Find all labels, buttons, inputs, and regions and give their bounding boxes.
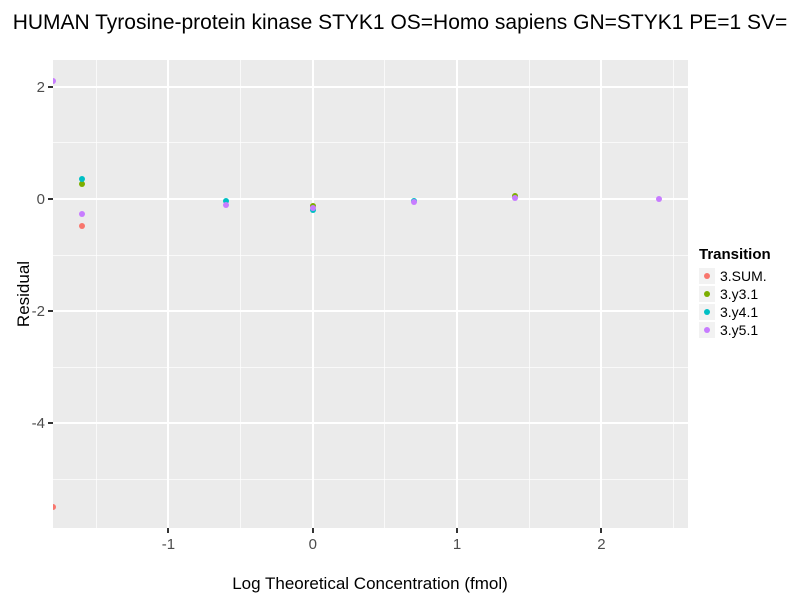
y-axis-title: Residual xyxy=(14,260,33,328)
legend-key xyxy=(699,304,715,320)
y-tick-label: -4 xyxy=(31,415,45,433)
grid-major-vline xyxy=(456,60,459,528)
grid-major-vline xyxy=(311,60,314,528)
x-tick-mark xyxy=(600,528,603,533)
legend-key xyxy=(699,322,715,338)
y-tick-label: -2 xyxy=(31,303,45,321)
data-point xyxy=(53,78,56,85)
x-tick-label: 2 xyxy=(597,536,606,553)
data-point xyxy=(511,194,518,201)
y-tick-label: 0 xyxy=(36,190,45,208)
grid-major-hline xyxy=(53,85,688,88)
data-point xyxy=(78,175,85,182)
y-tick-mark xyxy=(48,422,53,425)
grid-minor-vline xyxy=(673,60,675,528)
grid-major-hline xyxy=(53,310,688,313)
grid-minor-hline xyxy=(53,478,688,480)
legend-key xyxy=(699,268,715,284)
legend-dot xyxy=(704,273,710,279)
legend-item: 3.y4.1 xyxy=(699,304,771,320)
y-tick-mark xyxy=(48,310,53,313)
legend-item: 3.SUM. xyxy=(699,268,771,284)
data-point xyxy=(223,197,230,204)
data-point xyxy=(78,222,85,229)
grid-minor-vline xyxy=(528,60,530,528)
grid-minor-hline xyxy=(53,142,688,144)
grid-minor-hline xyxy=(53,366,688,368)
grid-major-hline xyxy=(53,197,688,200)
data-point xyxy=(656,195,663,202)
legend-item: 3.y3.1 xyxy=(699,286,771,302)
grid-major-vline xyxy=(167,60,170,528)
x-tick-label: 1 xyxy=(452,536,462,553)
legend-dot xyxy=(704,327,710,333)
y-tick-mark xyxy=(48,197,53,200)
legend-title: Transition xyxy=(699,246,771,263)
legend-item-label: 3.y3.1 xyxy=(720,286,759,302)
x-axis-title: Log Theoretical Concentration (fmol) xyxy=(232,574,508,593)
x-tick-label: -1 xyxy=(161,536,176,553)
data-point xyxy=(53,504,56,511)
plot-panel xyxy=(53,60,688,528)
plot-title: HUMAN Tyrosine-protein kinase STYK1 OS=H… xyxy=(12,11,788,34)
legend: Transition 3.SUM. 3.y3.1 3.y4.1 3.y5.1 xyxy=(699,246,771,340)
x-tick-mark xyxy=(167,528,170,533)
grid-minor-vline xyxy=(240,60,242,528)
grid-minor-vline xyxy=(95,60,97,528)
legend-item-label: 3.y4.1 xyxy=(720,304,759,320)
legend-key xyxy=(699,286,715,302)
legend-item-label: 3.SUM. xyxy=(720,268,767,284)
data-point xyxy=(410,199,417,206)
grid-major-vline xyxy=(600,60,603,528)
legend-dot xyxy=(704,291,710,297)
data-point xyxy=(78,181,85,188)
y-tick-label: 2 xyxy=(36,78,45,96)
x-tick-mark xyxy=(311,528,314,533)
data-point xyxy=(223,201,230,208)
legend-dot xyxy=(704,309,710,315)
grid-minor-hline xyxy=(53,254,688,256)
x-tick-label: 0 xyxy=(308,536,317,553)
legend-item-label: 3.y5.1 xyxy=(720,322,759,338)
x-tick-mark xyxy=(456,528,459,533)
grid-major-hline xyxy=(53,422,688,425)
legend-item: 3.y5.1 xyxy=(699,322,771,338)
data-point xyxy=(309,204,316,211)
data-point xyxy=(78,211,85,218)
grid-minor-vline xyxy=(384,60,386,528)
y-tick-mark xyxy=(48,85,53,88)
legend-items: 3.SUM. 3.y3.1 3.y4.1 3.y5.1 xyxy=(699,268,771,338)
